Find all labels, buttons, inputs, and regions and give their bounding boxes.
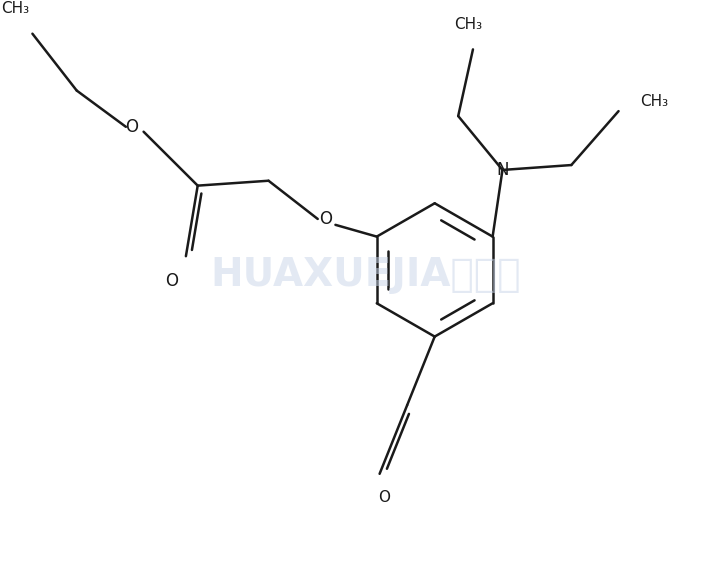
Text: O: O — [125, 118, 138, 136]
Text: HUAXUEJIA化学加: HUAXUEJIA化学加 — [210, 256, 521, 294]
Text: O: O — [319, 210, 332, 228]
Text: O: O — [166, 272, 179, 290]
Text: O: O — [379, 490, 390, 505]
Text: CH₃: CH₃ — [454, 17, 482, 32]
Text: N: N — [496, 161, 509, 179]
Text: CH₃: CH₃ — [1, 1, 29, 16]
Text: CH₃: CH₃ — [640, 94, 668, 109]
